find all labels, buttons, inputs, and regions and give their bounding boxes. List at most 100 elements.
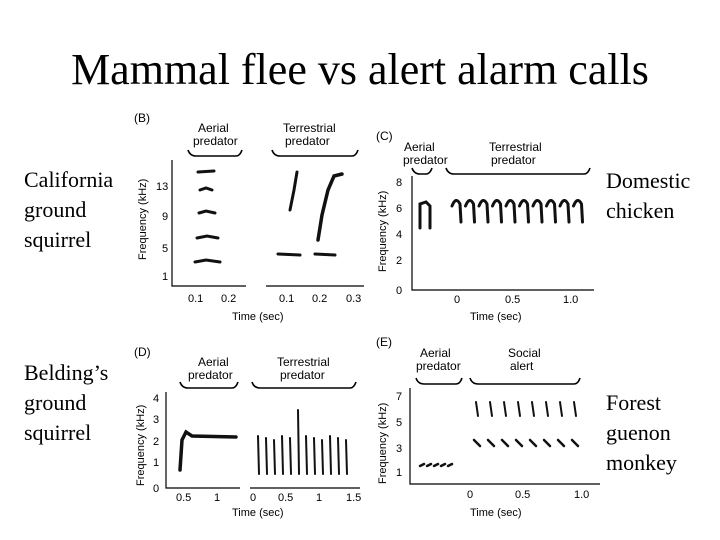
spectrogram-trace: [514, 438, 524, 448]
panel-e-axis: [409, 388, 600, 485]
panel-c: (C) Aerial predator Terrestrial predator…: [376, 129, 594, 323]
spectrogram-trace: [570, 438, 580, 448]
panel-e-yticks: 7 5 3 1: [396, 391, 402, 479]
panel-e-spectrogram-social: [472, 401, 580, 448]
trace: [198, 186, 214, 192]
panel-d-yticks: 4 3 2 1 0: [153, 393, 159, 495]
panel-b-axis-left: [171, 160, 246, 287]
panel-d-spectrogram-terrestrial: [257, 409, 348, 475]
ann-line: Aerial: [198, 355, 229, 369]
spectrogram-trace: [273, 439, 276, 475]
spectrogram-trace: [265, 437, 268, 475]
spectrogram-trace: [475, 401, 479, 417]
spectrogram-trace: [531, 199, 544, 224]
panel-c-yticks: 8 6 4 2 0: [396, 177, 402, 297]
spectrogram-trace: [489, 401, 493, 417]
panel-b-ylabel: Frequency (kHz): [137, 179, 149, 260]
ann-line: predator: [403, 153, 448, 167]
spectrogram-trace: [500, 438, 510, 448]
spectrogram-trace: [573, 401, 577, 417]
panel-d-axis-left: [165, 392, 240, 489]
trace: [313, 252, 337, 257]
ann-line: Aerial: [404, 140, 435, 154]
xtick: 0.5: [176, 492, 191, 504]
xtick: 0.2: [221, 293, 236, 305]
spectrogram-trace: [313, 437, 316, 475]
panel-b-spectrogram-aerial: [193, 169, 222, 264]
spectrogram-trace: [486, 438, 496, 448]
spectrogram-trace: [472, 438, 482, 448]
xtick: 0.5: [505, 294, 520, 306]
spectrogram-trace: [517, 401, 521, 417]
spectrogram-trace: [257, 435, 260, 475]
ytick: 5: [396, 417, 402, 429]
panel-d-spectrogram-aerial: [178, 429, 238, 472]
ytick: 2: [153, 436, 159, 448]
bracket-aerial: [187, 149, 243, 157]
ytick: 4: [153, 393, 159, 405]
panel-c-annotation-aerial: Aerial predator: [403, 140, 448, 167]
spectrogram-trace: [503, 401, 507, 417]
xtick: 1.0: [574, 489, 589, 501]
panel-c-spectrogram-terrestrial: [450, 199, 584, 224]
xtick: 0: [454, 294, 460, 306]
bracket-terrestrial: [251, 381, 357, 389]
panel-c-spectrogram-aerial: [418, 200, 432, 230]
ytick: 2: [396, 255, 402, 267]
ytick: 3: [396, 443, 402, 455]
panel-d-annotation-terrestrial: Terrestrial predator: [277, 355, 333, 382]
spectrogram-trace: [559, 401, 563, 417]
spectrogram-trace: [446, 462, 454, 468]
bracket-terrestrial: [445, 167, 591, 175]
ytick: 1: [396, 467, 402, 479]
ytick: 13: [156, 181, 168, 193]
panel-c-xlabel: Time (sec): [470, 311, 522, 323]
panel-e-annotation-social: Social alert: [508, 346, 544, 373]
panel-d-letter: (D): [134, 345, 151, 359]
spectrogram-trace: [450, 199, 463, 224]
ytick: 0: [153, 483, 159, 495]
ann-line: predator: [193, 134, 238, 148]
panel-e-xlabel: Time (sec): [470, 507, 522, 519]
spectrogram-trace: [504, 199, 517, 224]
ytick: 1: [153, 457, 159, 469]
label-text: Forest guenon monkey: [606, 390, 677, 475]
panel-d-ylabel: Frequency (kHz): [135, 405, 147, 486]
panel-e-spectrogram-aerial: [418, 462, 454, 468]
xtick: 1.0: [563, 294, 578, 306]
xtick: 0.5: [278, 492, 293, 504]
ann-line: predator: [491, 153, 536, 167]
bracket-aerial: [411, 167, 433, 175]
spectrogram-trace: [542, 438, 552, 448]
ann-line: alert: [510, 359, 534, 373]
spectrogram-trace: [464, 199, 476, 224]
spectrogram-trace: [528, 438, 538, 448]
xtick: 0.3: [346, 293, 361, 305]
trace: [196, 169, 216, 174]
label-text: California ground squirrel: [24, 167, 114, 252]
spectrogram-trace: [305, 435, 308, 475]
xtick: 0.5: [515, 489, 530, 501]
panel-e: (E) Aerial predator Social alert Frequen…: [376, 335, 600, 519]
ytick: 5: [162, 243, 168, 255]
ytick: 7: [396, 391, 402, 403]
ytick: 4: [396, 229, 402, 241]
xtick: 0.1: [188, 293, 203, 305]
ann-line: predator: [188, 368, 233, 382]
spectrogram-trace: [297, 409, 300, 475]
spectrogram-trace: [345, 439, 348, 475]
panel-c-letter: (C): [376, 129, 393, 143]
ann-line: predator: [416, 359, 461, 373]
ytick: 1: [162, 271, 168, 283]
trace: [288, 170, 299, 212]
xtick: 0: [250, 492, 256, 504]
spectrogram-trace: [531, 401, 535, 417]
spectrogram-trace: [556, 438, 566, 448]
xtick: 1: [316, 492, 322, 504]
xtick: 0.2: [312, 293, 327, 305]
panel-c-axis: [411, 176, 594, 291]
bracket-social: [469, 377, 581, 385]
spectrogram-trace: [321, 439, 324, 475]
bracket-terrestrial: [271, 149, 359, 157]
